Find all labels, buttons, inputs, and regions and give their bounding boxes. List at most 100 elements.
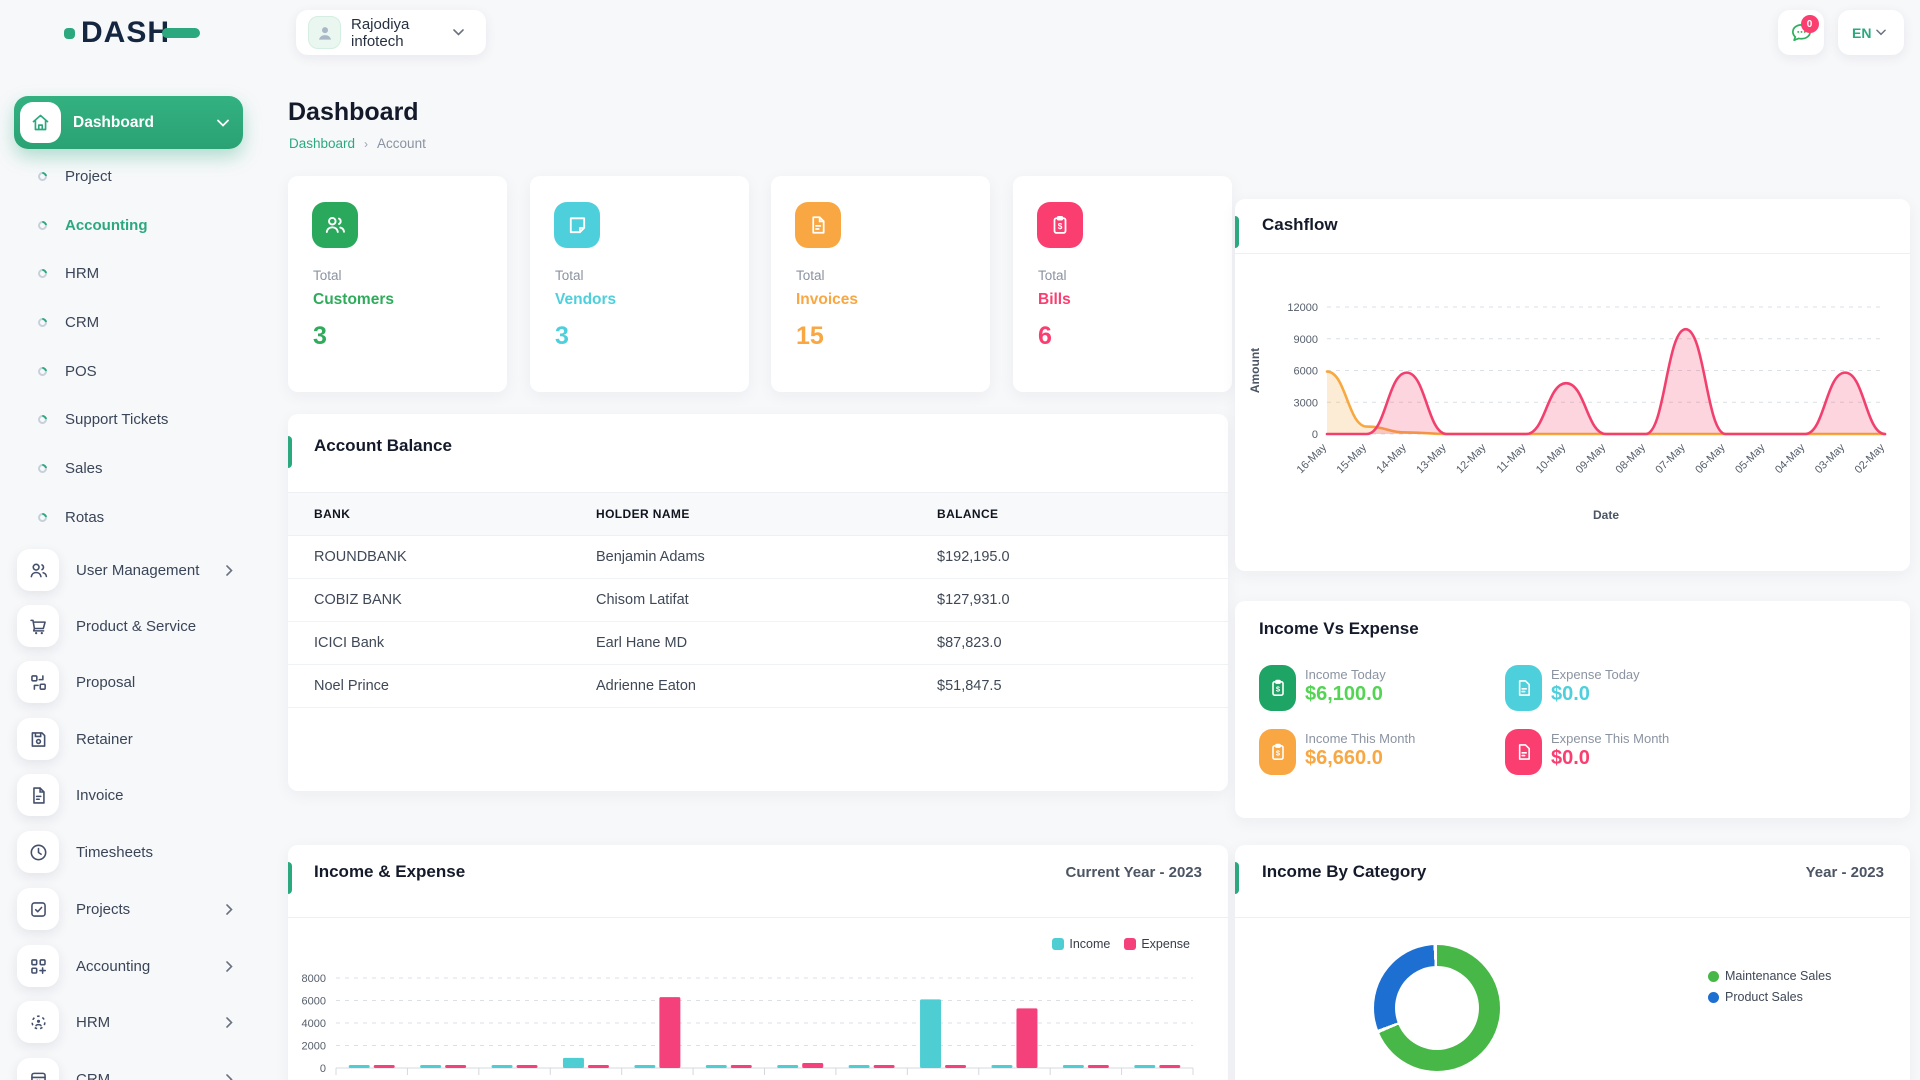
column-header: HOLDER NAME [596,492,937,536]
sidebar-item-project[interactable]: Project [14,156,243,196]
sidebar-item-rotas[interactable]: Rotas [14,497,243,537]
sidebar-item-timesheets[interactable]: Timesheets [14,829,243,875]
panel-title: Cashflow [1262,215,1338,234]
chevron-right-icon [226,1016,233,1028]
cell-bank: Noel Prince [288,664,596,708]
users-icon [17,549,59,591]
user-name: Rajodiya infotech [351,15,410,50]
cell-bank: ICICI Bank [288,621,596,665]
stat-label: Customers [313,291,394,308]
sidebar-item-accounting[interactable]: Accounting [14,205,243,245]
svg-text:Date: Date [1593,508,1619,522]
sidebar-item-user-management[interactable]: User Management [14,547,243,593]
stat-value: 15 [796,322,824,350]
clipboard-dollar-icon: $ [1259,729,1296,775]
messages-button[interactable]: 0 [1778,10,1824,55]
sidebar-item-crm[interactable]: CRM [14,302,243,342]
divider [1235,253,1910,254]
stat-label: Expense This Month [1551,731,1670,746]
stat-value: $6,100.0 [1305,683,1383,705]
svg-text:04-May: 04-May [1773,441,1808,476]
users-icon [312,202,358,248]
sidebar-item-label: HRM [76,1013,111,1031]
svg-text:6000: 6000 [302,996,326,1008]
bullet-icon [36,218,49,232]
home-icon [20,102,61,143]
legend-label: Maintenance Sales [1725,969,1832,983]
svg-text:2000: 2000 [302,1041,326,1053]
svg-text:03-May: 03-May [1813,441,1848,476]
sidebar-item-support-tickets[interactable]: Support Tickets [14,399,243,439]
income-expense-chart: 0 2000 4000 6000 8000 [302,973,1194,1075]
legend-label: Product Sales [1725,990,1803,1004]
svg-text:8000: 8000 [302,973,326,985]
chevron-right-icon [226,960,233,972]
bullet-icon [36,510,49,524]
note-icon [554,202,600,248]
expense-swatch [1124,938,1137,950]
svg-text:Amount: Amount [1248,348,1262,393]
legend-label: Income [1069,937,1111,951]
svg-text:16-May: 16-May [1295,441,1330,476]
panel-title: Account Balance [314,436,452,455]
cashflow-panel: Cashflow 0 3000 6000 9000 12000 16-May 15-May 1… [1235,199,1910,571]
cashflow-chart: 0 3000 6000 9000 12000 16-May 15-May 14-May 13-M… [1248,302,1888,522]
sidebar-item-label: Accounting [65,216,148,234]
income-vs-expense-panel: Income Vs Expense $ Income Today $6,100.… [1235,601,1910,818]
svg-text:02-May: 02-May [1853,441,1888,476]
stat-value: 6 [1038,322,1052,350]
legend-dot [1708,991,1719,1003]
sidebar-item-dashboard[interactable]: Dashboard [14,96,243,149]
svg-text:11-May: 11-May [1495,441,1529,475]
table-row: Noel Prince Adrienne Eaton $51,847.5 [288,664,1228,708]
app-logo: DASH [64,16,201,50]
breadcrumb-dashboard-link[interactable]: Dashboard [289,136,356,151]
expense-today-item: Expense Today $0.0 [1505,665,1640,711]
user-menu[interactable]: Rajodiya infotech [296,10,486,55]
svg-text:12000: 12000 [1287,302,1318,314]
svg-text:10-May: 10-May [1534,441,1569,476]
cell-holder: Adrienne Eaton [596,664,937,708]
sidebar-item-crm-group[interactable]: CRM [14,1056,243,1080]
chevron-down-icon [1876,29,1887,36]
sidebar-item-projects[interactable]: Projects [14,886,243,932]
svg-text:13-May: 13-May [1414,441,1449,476]
cell-balance: $51,847.5 [937,664,1228,708]
expense-file-icon [1505,665,1542,711]
sidebar-item-proposal[interactable]: Proposal [14,659,243,705]
sidebar-item-accounting-group[interactable]: Accounting [14,943,243,989]
stat-card-bills: $ Total Bills 6 [1013,176,1232,392]
sidebar-item-label: Project [65,167,112,185]
sidebar-item-product-service[interactable]: Product & Service [14,603,243,649]
language-selector[interactable]: EN [1838,10,1904,55]
sidebar-item-label: Dashboard [73,113,154,131]
sidebar-item-pos[interactable]: POS [14,351,243,391]
sidebar-item-hrm-group[interactable]: HRM [14,999,243,1045]
legend-item-product-sales: Product Sales [1708,990,1831,1004]
sidebar-item-label: Accounting [76,957,151,975]
stat-prefix: Total [313,268,342,283]
sidebar-item-retainer[interactable]: Retainer [14,716,243,762]
cell-holder: Earl Hane MD [596,621,937,665]
sidebar-item-sales[interactable]: Sales [14,448,243,488]
sidebar-item-label: Projects [76,900,131,918]
svg-text:0: 0 [1312,429,1318,441]
expense-this-month-item: Expense This Month $0.0 [1505,729,1669,775]
sidebar-item-label: Invoice [76,786,124,804]
svg-text:08-May: 08-May [1614,441,1649,476]
stat-prefix: Total [555,268,584,283]
stat-label: Income Today [1305,667,1386,682]
bullet-icon [36,266,49,280]
period-label: Year - 2023 [1805,864,1884,881]
cell-bank: COBIZ BANK [288,578,596,622]
account-balance-panel: Account Balance BANK HOLDER NAME BALANCE… [288,414,1228,791]
sidebar-item-hrm[interactable]: HRM [14,253,243,293]
sidebar-item-label: Support Tickets [65,410,169,428]
chevron-right-icon [226,1073,233,1080]
sidebar-item-label: Timesheets [76,843,153,861]
app-window-icon [17,1058,59,1080]
sidebar-item-invoice[interactable]: Invoice [14,772,243,818]
table-row: COBIZ BANK Chisom Latifat $127,931.0 [288,578,1228,622]
logo-dot [64,27,75,39]
chevron-right-icon [226,903,233,915]
